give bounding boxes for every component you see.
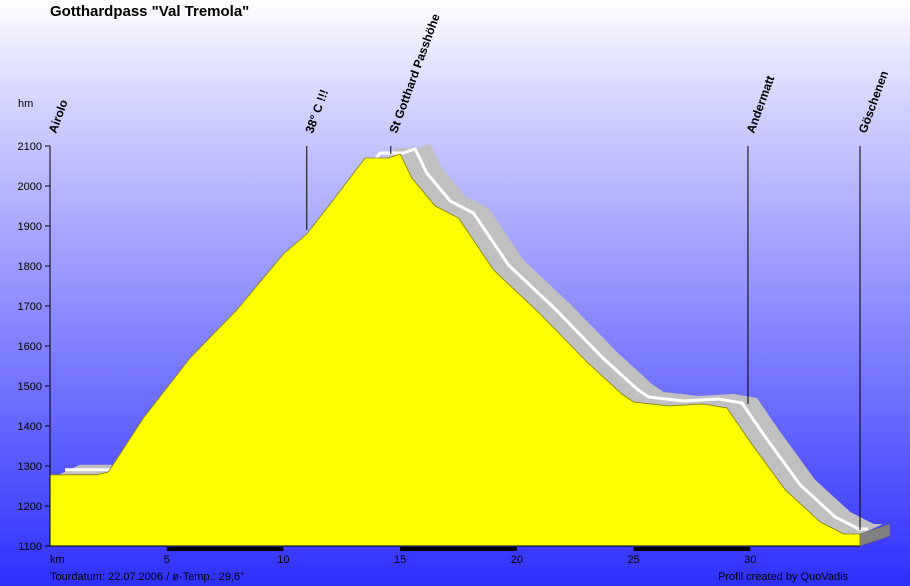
y-tick-label: 1100 <box>18 541 42 553</box>
x-tick-label: 10 <box>277 554 289 566</box>
x-tick-label: 20 <box>511 554 523 566</box>
x-tick-label: 15 <box>394 554 406 566</box>
marker-label: Andermatt <box>744 74 778 135</box>
y-tick-label: 1800 <box>18 261 42 273</box>
y-tick-label: 1700 <box>18 301 42 313</box>
x-tick-label: 25 <box>627 554 639 566</box>
x-axis-unit-label: km <box>50 554 65 566</box>
x-tick-label: 5 <box>164 554 170 566</box>
chart-title: Gotthardpass "Val Tremola" <box>50 3 250 20</box>
marker-label: Airolo <box>46 98 71 135</box>
km-bar-segment <box>400 547 517 551</box>
y-axis-unit-label: hm <box>18 98 34 110</box>
x-tick-label: 30 <box>744 554 756 566</box>
credit-text: Profil created by QuoVadis <box>718 571 849 583</box>
y-tick-label: 1500 <box>18 381 42 393</box>
y-tick-label: 1200 <box>18 501 42 513</box>
y-tick-label: 1900 <box>18 221 42 233</box>
marker-label: 38° C !!! <box>302 88 331 136</box>
y-tick-label: 1300 <box>18 461 42 473</box>
marker-label: St Gotthard Passhöhe <box>386 12 442 136</box>
y-tick-label: 2000 <box>18 181 42 193</box>
elevation-area <box>49 153 861 547</box>
km-bar-segment <box>633 547 751 551</box>
km-bar-segment <box>166 547 284 551</box>
y-tick-label: 1400 <box>18 421 42 433</box>
marker-label: Göschenen <box>856 69 892 135</box>
y-tick-label: 2100 <box>18 141 42 153</box>
tour-info-text: Tourdatum: 22.07.2006 / ø-Temp.: 29,6° <box>50 571 245 583</box>
y-tick-label: 1600 <box>18 341 42 353</box>
